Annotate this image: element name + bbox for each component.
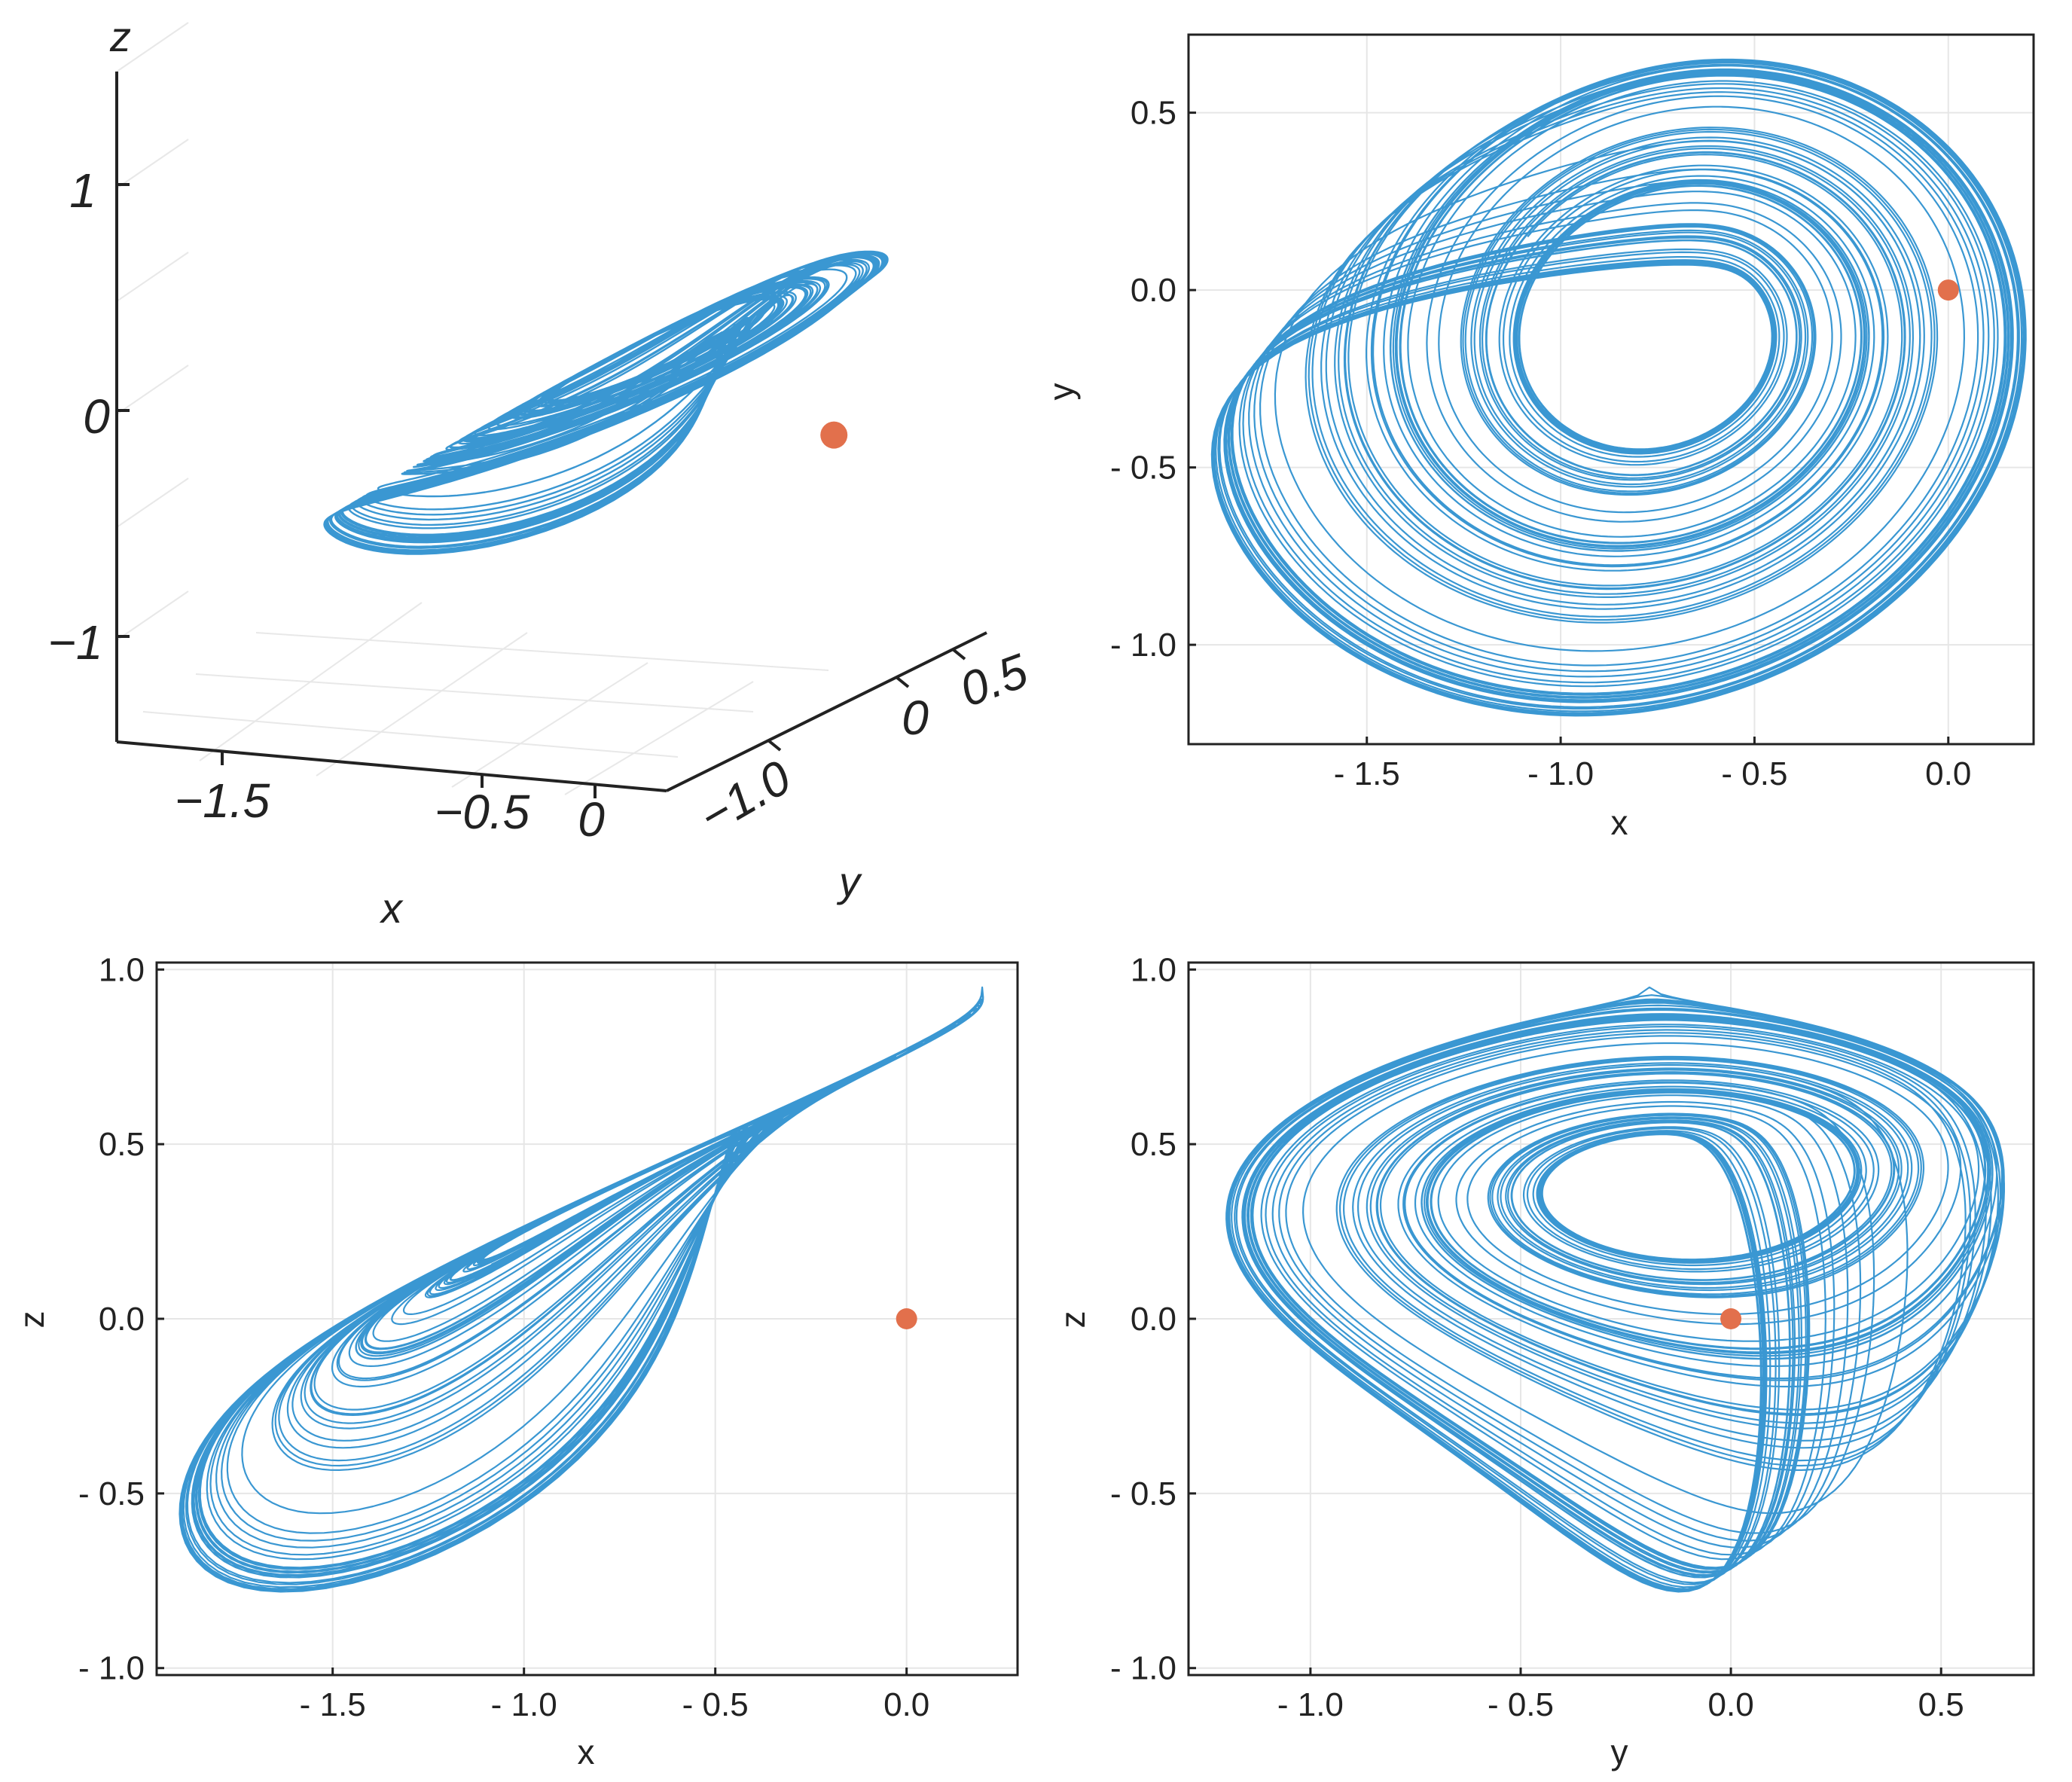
x-tick-label: 0 [578, 792, 605, 847]
panel-xz-trajectory [179, 986, 984, 1593]
x-tick-label: 0.0 [883, 1686, 929, 1723]
y-tick-label: - 0.5 [78, 1475, 145, 1512]
panel-3d-tick-labels: 1 0 −1 −1.5 −0.5 0 −1.0 0 0.5 [48, 163, 1035, 847]
x-axis-label: x [379, 884, 404, 932]
x-tick-label: - 0.5 [1721, 755, 1787, 792]
panel-xy-trajectory [1210, 58, 2027, 717]
y-tick-label: - 1.0 [1110, 627, 1176, 664]
z-axis-label: z [109, 13, 131, 60]
equilibrium-marker [1937, 279, 1959, 301]
y-tick-label: 0.0 [99, 1301, 145, 1338]
panel-3d-axes [115, 72, 987, 798]
y-axis-label: y [836, 858, 862, 905]
equilibrium-marker [1720, 1308, 1742, 1329]
xz-z-axis-label: z [12, 1311, 51, 1329]
x-tick-label: - 1.0 [1277, 1686, 1344, 1723]
trajectory-line [1225, 986, 2005, 1593]
x-tick-label: - 1.5 [1334, 755, 1400, 792]
x-tick-label: - 1.0 [1527, 755, 1594, 792]
trajectory-line [323, 250, 889, 555]
y-tick-label: 0 [902, 691, 929, 745]
y-tick-label: - 0.5 [1110, 1475, 1176, 1512]
x-tick-label: −1.5 [175, 774, 270, 828]
x-tick-label: 0.0 [1925, 755, 1971, 792]
x-tick-label: 0.5 [1918, 1686, 1964, 1723]
xy-x-axis-label: x [1611, 803, 1628, 842]
z-tick-label: 0 [83, 389, 110, 444]
z-tick-label: −1 [48, 615, 103, 670]
panel-xy-ticks: - 1.5 - 1.0 - 0.5 0.0 - 1.0 - 0.5 0.0 0.5 [1110, 95, 1971, 792]
x-tick-label: - 1.5 [300, 1686, 366, 1723]
x-tick-label: - 1.0 [491, 1686, 557, 1723]
panel-xy-grid [1189, 35, 2034, 744]
x-tick-label: - 0.5 [682, 1686, 749, 1723]
panel-xy-frame [1187, 33, 2035, 746]
y-tick-label: 1.0 [99, 951, 145, 988]
panel-xz: - 1.5- 1.0- 0.5 0.0- 1.0- 0.50.00.51.0 x … [12, 951, 1019, 1771]
y-tick-label: - 1.0 [78, 1650, 145, 1687]
y-tick-label: - 0.5 [1110, 450, 1176, 487]
panel-xy: - 1.5 - 1.0 - 0.5 0.0 - 1.0 - 0.5 0.0 0.5 x y [1042, 33, 2035, 842]
y-tick-label: 0.0 [1131, 1301, 1176, 1338]
y-tick-label: 1.0 [1131, 951, 1176, 988]
y-tick-label: 0.5 [99, 1126, 145, 1163]
x-tick-label: 0.0 [1708, 1686, 1754, 1723]
y-axis-line [666, 631, 987, 792]
equilibrium-marker [896, 1308, 917, 1329]
y-tick-label: 0.0 [1131, 272, 1176, 309]
trajectory-line [1210, 58, 2027, 717]
yz-y-axis-label: y [1611, 1732, 1628, 1771]
y-tick-label: −1.0 [690, 749, 800, 844]
x-tick-label: −0.5 [435, 785, 530, 839]
y-tick-label: - 1.0 [1110, 1650, 1176, 1687]
yz-z-axis-label: z [1053, 1311, 1092, 1329]
xz-x-axis-label: x [578, 1732, 595, 1771]
y-tick-label: 0.5 [953, 643, 1035, 717]
panel-3d: 1 0 −1 −1.5 −0.5 0 −1.0 0 0.5 z x y [48, 13, 1035, 932]
panel-yz-ticks: - 1.0 - 0.5 0.0 0.5 - 1.0 - 0.5 0.0 0.5 1.0 [1110, 951, 1964, 1723]
equilibrium-marker [820, 421, 848, 449]
panel-3d-trajectory [323, 250, 889, 555]
panel-yz: - 1.0 - 0.5 0.0 0.5 - 1.0 - 0.5 0.0 0.5 1.0 y z [1053, 951, 2035, 1771]
trajectory-line [179, 986, 984, 1593]
x-tick-label: - 0.5 [1488, 1686, 1554, 1723]
panel-yz-trajectory [1225, 986, 2005, 1593]
panel-3d-grid [116, 22, 829, 795]
xy-y-axis-label: y [1042, 383, 1081, 401]
y-tick-label: 0.5 [1131, 95, 1176, 132]
z-tick-label: 1 [69, 163, 96, 218]
x-axis-line [116, 740, 667, 792]
y-tick-label: 0.5 [1131, 1126, 1176, 1163]
panel-xz-ticks: - 1.5 - 1.0 - 0.5 0.0 - 1.0 - 0.5 0.0 0.5 1.0 [78, 951, 929, 1723]
